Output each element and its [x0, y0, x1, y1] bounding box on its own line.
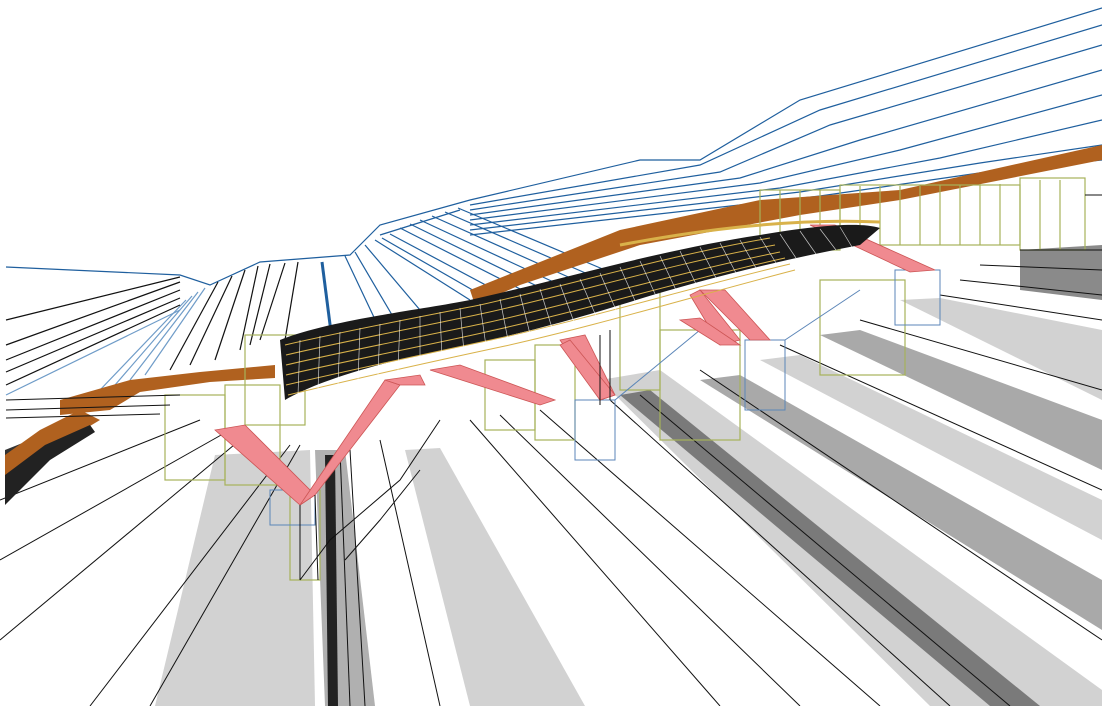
ground-strip: [820, 330, 1102, 470]
terrain-contour: [469, 94, 1102, 221]
copper-band-left-dark: [5, 425, 95, 505]
terrain-contour: [469, 24, 1102, 206]
brace: [699, 289, 771, 341]
ground-strip: [900, 298, 1102, 400]
ground-strip: [325, 455, 338, 706]
brace: [429, 364, 557, 406]
ground-strip: [760, 355, 1102, 540]
frame-box: [819, 279, 906, 376]
copper-band-lower: [60, 365, 275, 415]
terrain-contour: [379, 209, 461, 236]
roof-gold-edge: [619, 219, 881, 247]
terrain-contour: [469, 69, 1102, 216]
brace: [384, 374, 426, 386]
ground-strip: [155, 450, 315, 706]
roof-crossribs: [297, 226, 853, 396]
ground-strip: [1020, 245, 1102, 300]
blue-frames: [269, 269, 941, 526]
ground-lines: [0, 264, 1102, 706]
terrain-contour: [469, 144, 1102, 231]
roof-shell: [280, 224, 880, 400]
terrain-contour: [469, 44, 1102, 211]
structure-lines: [5, 194, 1102, 581]
ground-strip: [700, 375, 1102, 630]
roof-ribs: [284, 237, 796, 396]
terrain-ridge: [5, 7, 1102, 286]
ground-strip: [405, 448, 585, 706]
salmon-braces: [214, 224, 936, 506]
ground-strip: [620, 390, 1040, 706]
brace: [678, 317, 742, 346]
canopy-roof: [280, 219, 881, 400]
terrain-contour: [469, 119, 1102, 226]
support-frame: [574, 399, 616, 461]
